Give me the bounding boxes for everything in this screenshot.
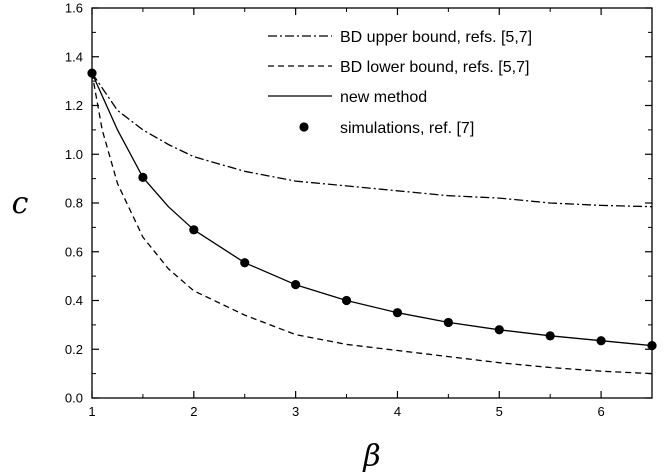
simulation-point [291,280,301,290]
x-tick-label: 3 [292,404,299,419]
simulation-point [189,225,199,235]
x-tick-label: 4 [394,404,401,419]
simulation-point [341,295,352,306]
simulation-point [443,317,453,328]
y-tick-label: 0.6 [65,244,83,259]
x-tick-label: 5 [496,404,503,419]
simulation-point [392,308,403,318]
simulation-point [545,331,555,341]
series-layer [87,68,657,375]
legend-label: new method [340,89,427,106]
series-line-dashed [91,72,653,375]
simulation-point [596,336,606,346]
legend-label: BD lower bound, refs. [5,7] [340,59,529,76]
legend: BD upper bound, refs. [5,7] BD lower boun… [268,29,532,137]
y-axis-title: c [12,186,29,221]
legend-marker [299,122,309,132]
y-tick-label: 1.4 [65,49,83,64]
x-axis-title: β [362,439,380,474]
y-tick-label: 1.0 [65,147,83,162]
y-tick-label: 0.0 [65,391,83,406]
simulation-point [138,172,148,183]
series-line-solid [91,72,653,347]
y-tick-label: 1.2 [65,98,83,113]
legend-label: simulations, ref. [7] [340,120,474,137]
y-tick-label: 0.4 [65,293,83,308]
y-tick-label: 0.2 [65,342,83,357]
y-tick-label: 0.8 [65,196,83,211]
simulation-point [494,325,504,335]
y-tick-label: 1.6 [65,1,83,16]
x-tick-label: 1 [88,404,95,419]
x-tick-label: 2 [190,404,197,419]
simulation-point [240,258,250,268]
x-tick-label: 6 [597,404,604,419]
axes-layer: 1 2 3 4 5 6 0.0 0.2 0.4 0.6 0.8 1.0 1.2 1.4 1.6 [65,1,652,419]
legend-label: BD upper bound, refs. [5,7] [340,29,532,46]
